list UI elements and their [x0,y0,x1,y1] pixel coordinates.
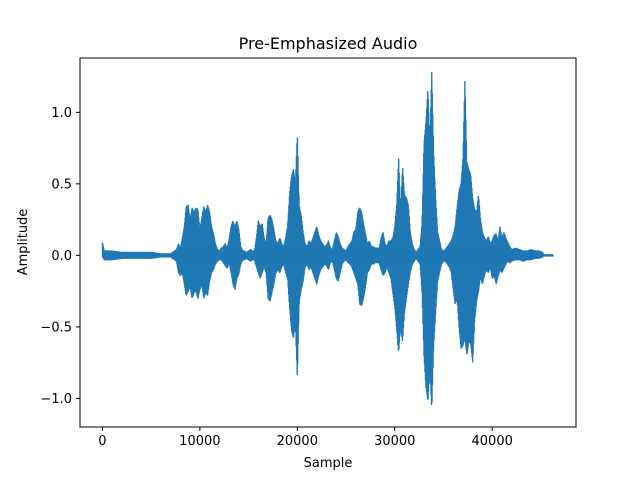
x-tick-label: 10000 [179,434,220,449]
y-tick-label: −1.0 [40,392,72,407]
y-axis: −1.0 −0.5 0.0 0.5 1.0 [40,106,80,407]
series-line-0 [101,71,544,406]
x-tick-label: 30000 [374,434,415,449]
y-tick-label: 1.0 [51,106,72,121]
y-tick-label: 0.0 [51,249,72,264]
chart-title: Pre-Emphasized Audio [239,34,418,53]
x-tick-label: 20000 [277,434,318,449]
y-axis-label: Amplitude [16,209,31,276]
plot-frame [79,57,577,428]
y-tick-label: −0.5 [40,320,72,335]
series-layer [101,71,554,406]
x-axis: 0 10000 20000 30000 40000 [98,427,513,449]
y-tick-label: 0.5 [51,177,72,192]
x-tick-label: 40000 [472,434,513,449]
x-axis-label: Sample [304,456,353,471]
x-tick-label: 0 [98,434,106,449]
